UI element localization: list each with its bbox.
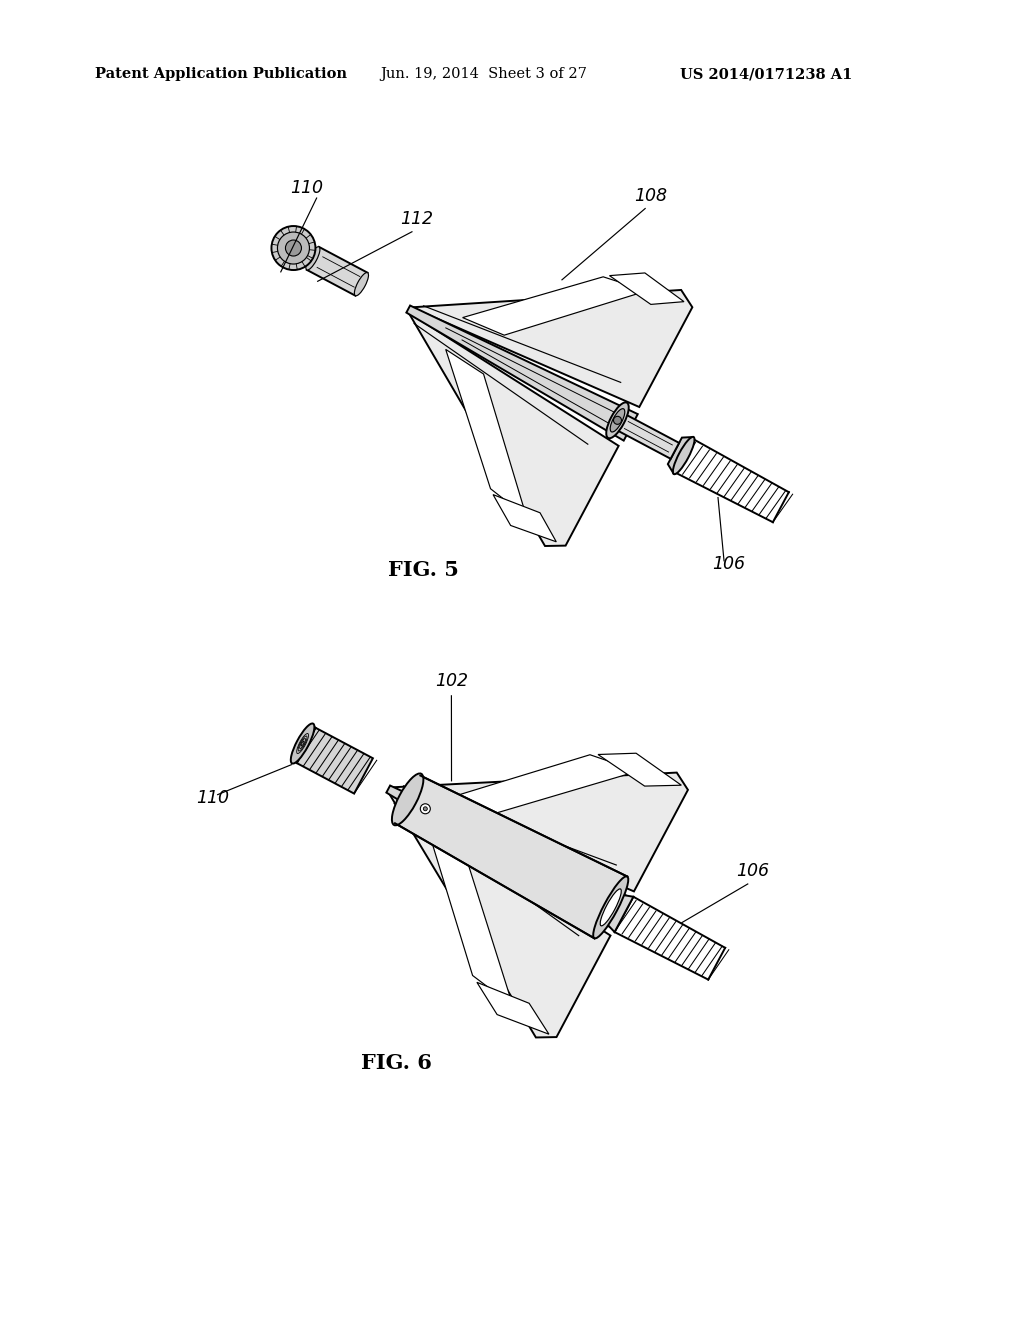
Circle shape bbox=[286, 240, 301, 256]
Text: FIG. 5: FIG. 5 bbox=[388, 560, 460, 579]
Polygon shape bbox=[307, 247, 368, 296]
Polygon shape bbox=[447, 755, 638, 814]
Polygon shape bbox=[668, 437, 693, 474]
Polygon shape bbox=[409, 313, 618, 546]
Polygon shape bbox=[445, 350, 526, 517]
Polygon shape bbox=[386, 785, 633, 931]
Ellipse shape bbox=[593, 876, 629, 939]
Ellipse shape bbox=[306, 247, 319, 271]
Ellipse shape bbox=[610, 409, 625, 432]
Text: Patent Application Publication: Patent Application Publication bbox=[95, 67, 347, 81]
Polygon shape bbox=[463, 277, 647, 335]
Text: 102: 102 bbox=[435, 672, 468, 690]
Text: 106: 106 bbox=[713, 554, 745, 573]
Text: US 2014/0171238 A1: US 2014/0171238 A1 bbox=[680, 67, 852, 81]
Text: 110: 110 bbox=[290, 180, 324, 197]
Ellipse shape bbox=[291, 723, 314, 763]
Polygon shape bbox=[412, 290, 692, 407]
Text: 108: 108 bbox=[634, 186, 667, 205]
Circle shape bbox=[420, 804, 430, 813]
Polygon shape bbox=[391, 772, 688, 891]
Text: 106: 106 bbox=[736, 862, 769, 880]
Polygon shape bbox=[617, 414, 679, 459]
Polygon shape bbox=[297, 727, 373, 793]
Text: FIG. 6: FIG. 6 bbox=[361, 1053, 432, 1073]
Ellipse shape bbox=[673, 437, 694, 474]
Text: Jun. 19, 2014  Sheet 3 of 27: Jun. 19, 2014 Sheet 3 of 27 bbox=[380, 67, 587, 81]
Polygon shape bbox=[494, 495, 556, 541]
Circle shape bbox=[423, 807, 427, 810]
Polygon shape bbox=[477, 982, 549, 1034]
Circle shape bbox=[613, 416, 622, 424]
Text: 110: 110 bbox=[197, 788, 229, 807]
Circle shape bbox=[271, 226, 315, 271]
Ellipse shape bbox=[354, 272, 369, 296]
Text: 112: 112 bbox=[400, 210, 433, 228]
Polygon shape bbox=[395, 776, 627, 939]
Polygon shape bbox=[598, 754, 681, 787]
Ellipse shape bbox=[392, 774, 423, 825]
Polygon shape bbox=[609, 273, 684, 305]
Polygon shape bbox=[604, 894, 634, 932]
Polygon shape bbox=[429, 833, 513, 1006]
Circle shape bbox=[278, 232, 309, 264]
Ellipse shape bbox=[606, 403, 629, 438]
Ellipse shape bbox=[600, 888, 622, 925]
Polygon shape bbox=[407, 305, 638, 441]
Polygon shape bbox=[388, 792, 610, 1038]
